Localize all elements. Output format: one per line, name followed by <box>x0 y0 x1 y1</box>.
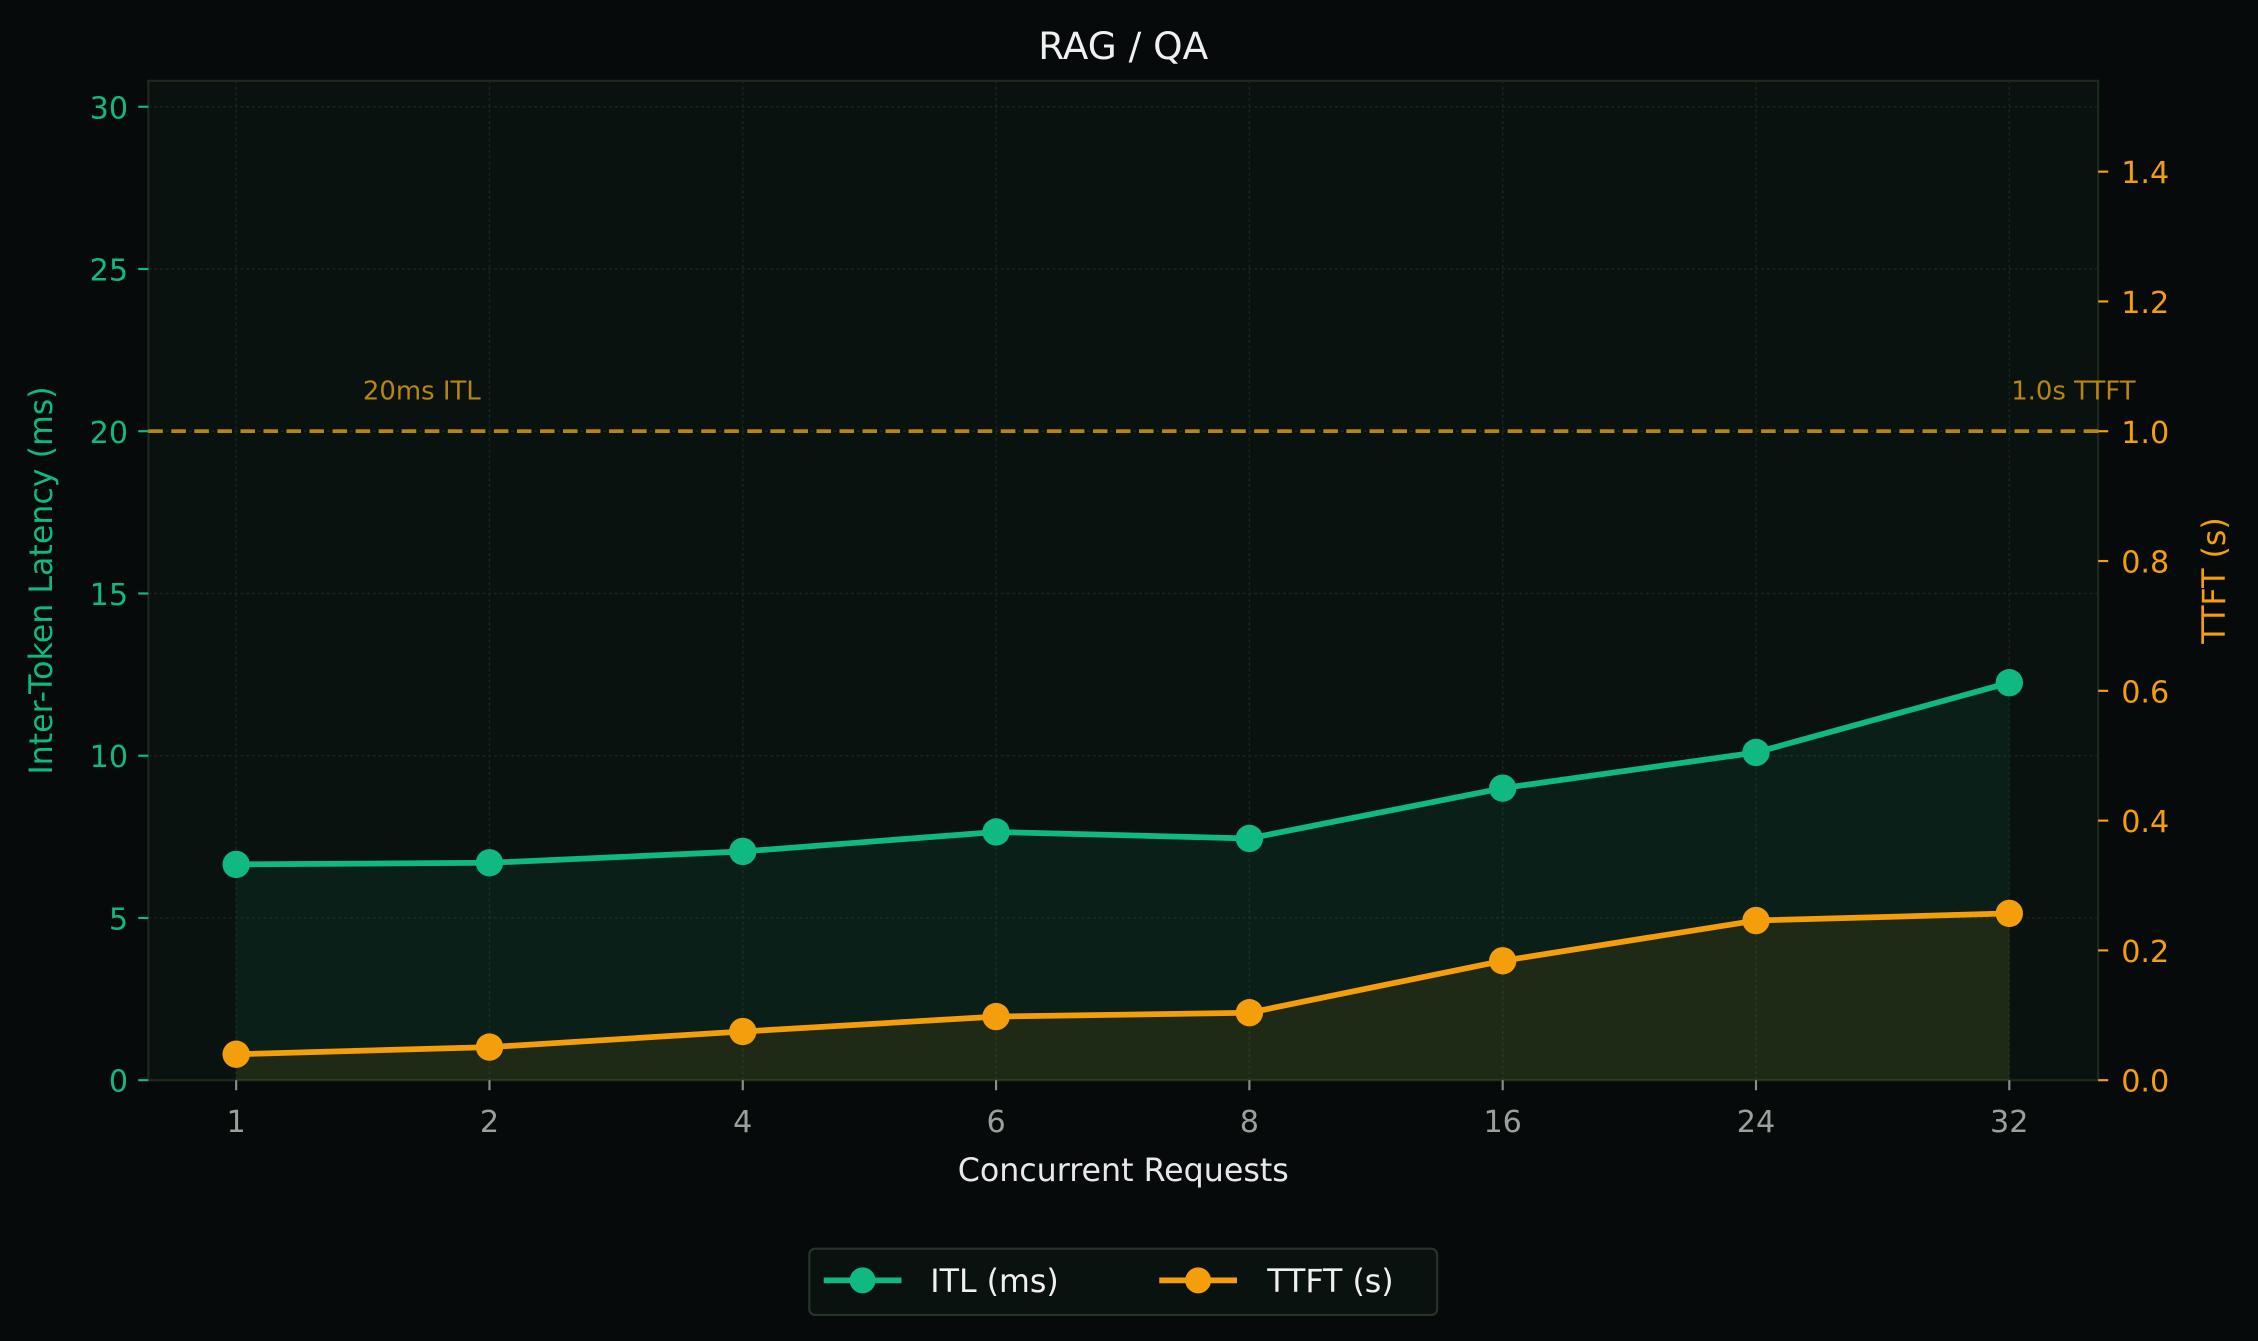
ttft-data-point <box>729 1017 757 1046</box>
itl-data-point <box>222 850 250 879</box>
y-tick-label: 10 <box>90 740 128 775</box>
ttft-data-point <box>222 1040 250 1068</box>
y2-axis-label: TTFT (s) <box>2197 517 2233 644</box>
ttft-data-point <box>982 1002 1010 1031</box>
y-tick-label: 15 <box>90 578 128 613</box>
y2-tick-label: 1.0 <box>2121 416 2169 451</box>
itl-series-line <box>236 679 2011 868</box>
y-tick-label: 0 <box>109 1065 128 1100</box>
itl-data-point <box>729 837 757 866</box>
y-tick-label: 5 <box>109 902 128 937</box>
ttft-area-fill <box>236 913 2010 1081</box>
y2-tick-label: 1.4 <box>2121 156 2169 191</box>
series-lines <box>222 669 2023 1068</box>
reference-label-itl: 20ms ITL <box>363 377 481 407</box>
x-tick-label: 16 <box>1483 1105 1521 1140</box>
itl-data-point <box>1742 738 1770 767</box>
y2-tick-label: 0.6 <box>2121 675 2169 710</box>
itl-data-point <box>982 818 1010 846</box>
y-tick-label: 25 <box>90 254 128 289</box>
chart-title: RAG / QA <box>1038 24 1208 68</box>
x-tick-label: 2 <box>480 1105 499 1140</box>
x-tick-label: 4 <box>733 1105 752 1140</box>
y-axis-label: Inter-Token Latency (ms) <box>24 386 60 774</box>
legend-ttft-marker <box>1185 1267 1212 1294</box>
ttft-data-point <box>1235 999 1264 1027</box>
legend: ITL (ms) TTFT (s) <box>808 1247 1439 1317</box>
axes: 1 2 4 6 8 16 24 320510152025300.00.20.40.60.81.… <box>90 91 2170 1140</box>
itl-data-point <box>1235 824 1264 853</box>
y2-tick-label: 0.4 <box>2121 805 2169 840</box>
y2-tick-label: 1.2 <box>2121 286 2169 321</box>
x-tick-label: 1 <box>227 1105 246 1140</box>
plot-area <box>147 79 2100 1082</box>
reference-label-ttft: 1.0s TTFT <box>2011 377 2136 407</box>
ttft-series-line <box>236 910 2010 1058</box>
y2-tick-label: 0.8 <box>2121 546 2169 581</box>
x-tick-label: 8 <box>1240 1105 1259 1140</box>
x-axis-label: Concurrent Requests <box>958 1153 1289 1189</box>
itl-data-point <box>1995 669 2023 697</box>
itl-data-point <box>1489 774 1517 802</box>
x-tick-label: 6 <box>986 1105 1005 1140</box>
y2-tick-label: 0.0 <box>2121 1065 2169 1100</box>
ttft-data-point <box>475 1033 504 1061</box>
legend-ttft-label: TTFT (s) <box>1266 1264 1393 1300</box>
y-tick-label: 30 <box>90 91 128 126</box>
legend-itl-marker <box>849 1267 876 1294</box>
ttft-data-point <box>1995 899 2023 928</box>
x-tick-label: 24 <box>1737 1105 1775 1140</box>
reference-lines: 20ms ITL 1.0s TTFT <box>148 377 2136 434</box>
legend-box <box>808 1247 1439 1317</box>
ttft-data-point <box>1489 947 1517 975</box>
y-tick-label: 20 <box>90 416 128 451</box>
legend-itl-label: ITL (ms) <box>930 1264 1058 1300</box>
ttft-data-point <box>1742 906 1770 935</box>
itl-data-point <box>475 849 504 877</box>
y2-tick-label: 0.2 <box>2121 935 2169 970</box>
x-tick-label: 32 <box>1990 1105 2028 1140</box>
